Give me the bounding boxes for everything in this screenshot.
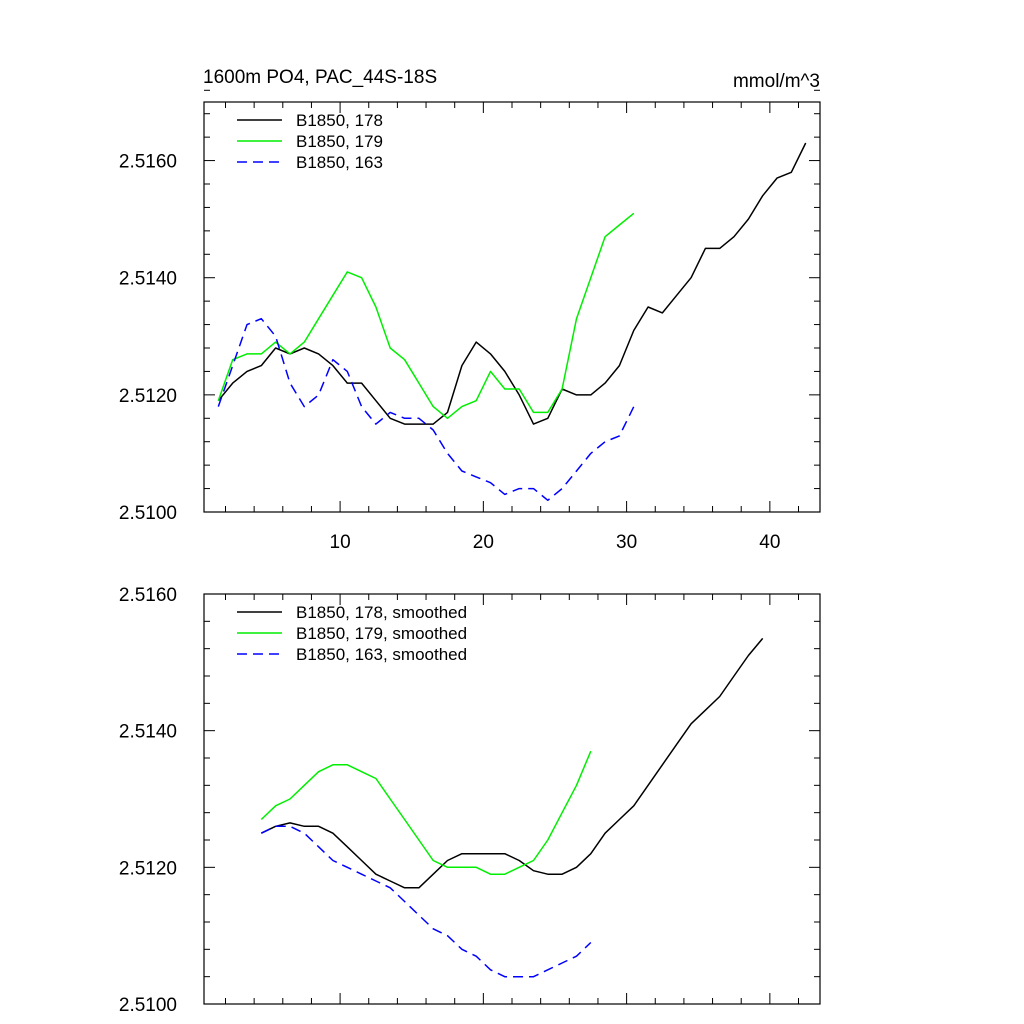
y-tick-label: 2.5160: [119, 152, 177, 173]
series-line-3: [217, 317, 635, 502]
y-tick-label: 2.5140: [119, 722, 177, 743]
series-line-2: [217, 212, 635, 420]
x-tick-label: 10: [330, 532, 351, 553]
y-tick-label: 2.5120: [119, 386, 177, 407]
units-label: mmol/m^3: [733, 71, 820, 92]
series-line-1: [260, 637, 764, 889]
y-tick-label: 2.5160: [119, 585, 177, 606]
series-line-2: [260, 750, 592, 875]
y-tick-label: 2.5100: [119, 503, 177, 524]
chart-title: 1600m PO4, PAC_44S-18S: [203, 67, 437, 88]
series-line-3: [260, 825, 592, 978]
x-tick-label: 20: [473, 532, 494, 553]
y-tick-label: 2.5120: [119, 858, 177, 879]
legend-label-2: B1850, 179, smoothed: [296, 624, 467, 643]
top-panel: 10 20 30 40 2.5100 2.5120 2.5140 2.5160 B1850, 1…: [119, 89, 821, 553]
y-tick-label: 2.5140: [119, 269, 177, 290]
legend-label-3: B1850, 163, smoothed: [296, 645, 467, 664]
y-tick-label: 2.5100: [119, 995, 177, 1016]
series-line-1: [217, 142, 807, 425]
x-tick-label: 30: [616, 532, 637, 553]
legend-label-3: B1850, 163: [296, 153, 383, 172]
legend-label-1: B1850, 178: [296, 111, 383, 130]
bottom-panel: 2.5100 2.5120 2.5140 2.5160 B1850, 178, smoo…: [119, 585, 821, 1016]
legend-label-2: B1850, 179: [296, 132, 383, 151]
x-tick-label: 40: [759, 532, 780, 553]
legend-label-1: B1850, 178, smoothed: [296, 603, 467, 622]
